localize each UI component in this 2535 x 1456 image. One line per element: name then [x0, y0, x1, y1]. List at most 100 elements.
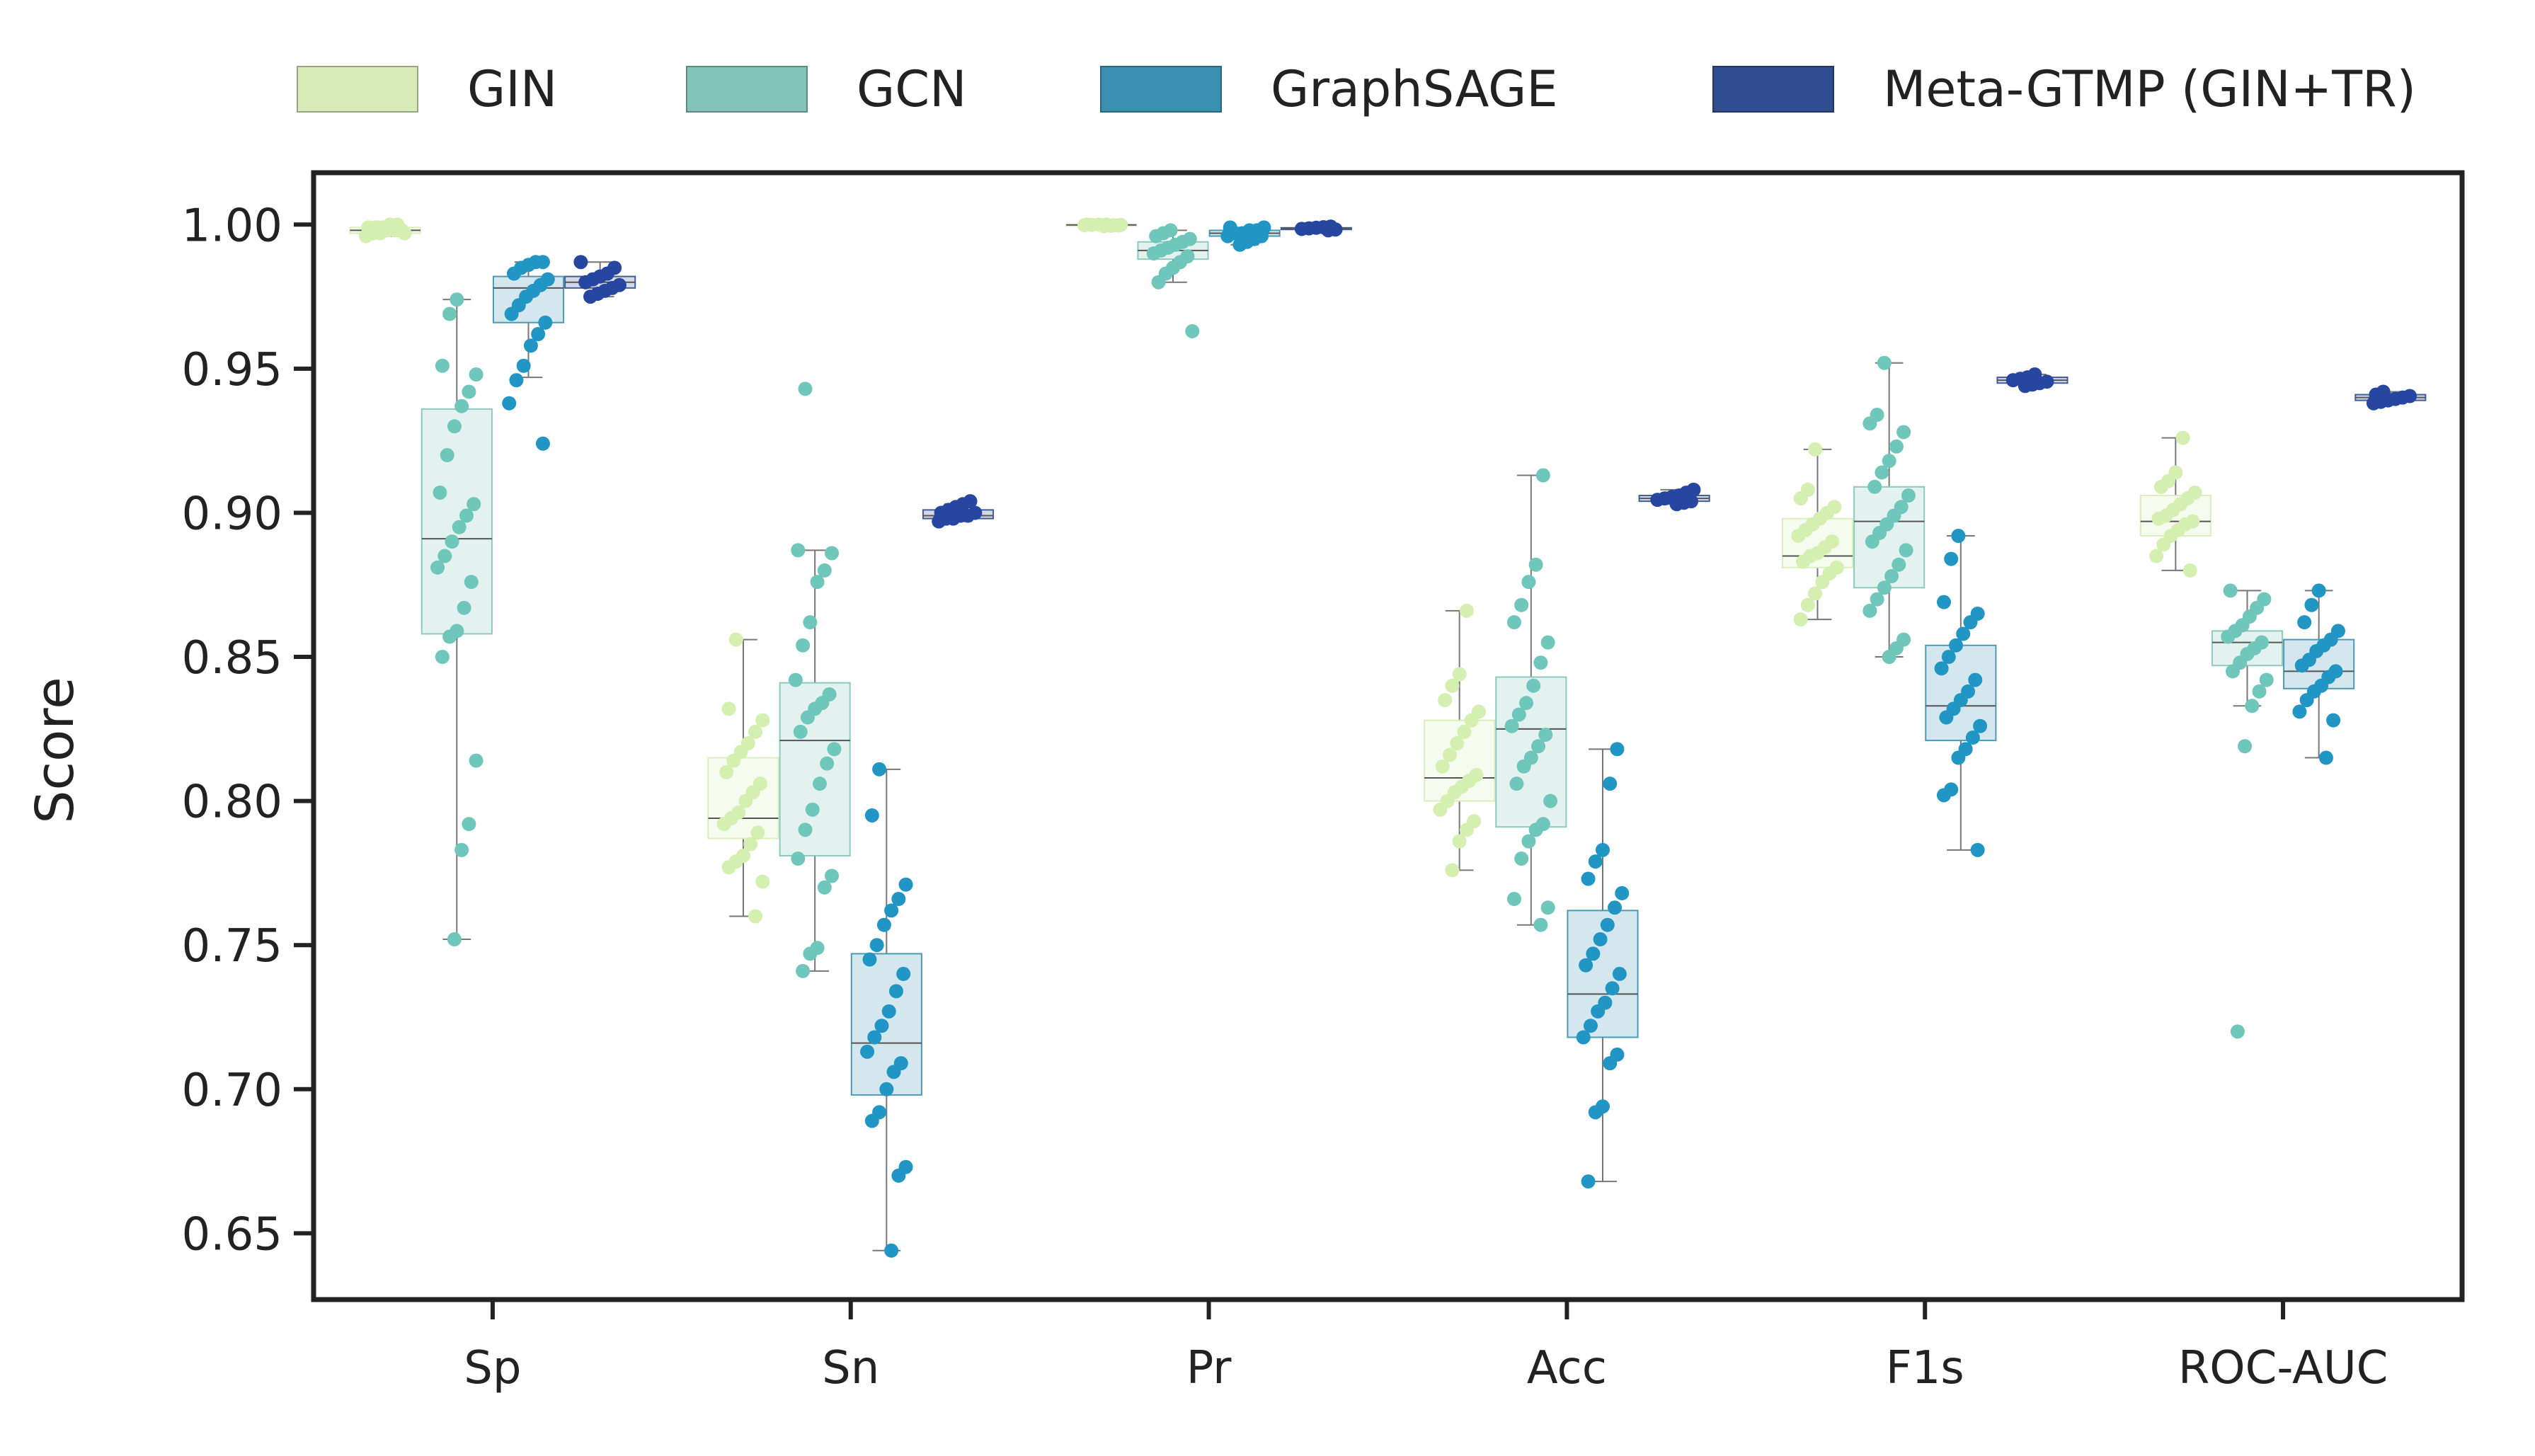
data-point — [2185, 514, 2200, 529]
data-point — [1877, 355, 1892, 370]
data-point — [1896, 425, 1911, 440]
data-point — [1531, 739, 1546, 754]
data-point — [2187, 485, 2202, 500]
y-tick-label: 0.70 — [182, 1065, 283, 1117]
data-point — [2297, 615, 2312, 630]
data-point — [462, 817, 476, 832]
data-point — [535, 436, 550, 451]
data-point — [805, 802, 820, 817]
data-point — [1581, 871, 1596, 886]
data-point — [827, 742, 842, 757]
y-tick-label: 0.85 — [182, 632, 283, 684]
data-point — [2252, 684, 2267, 699]
data-point — [2039, 374, 2054, 389]
data-point — [876, 917, 891, 932]
data-point — [1521, 834, 1536, 849]
legend-swatch — [686, 66, 808, 113]
data-point — [1528, 557, 1543, 572]
data-point — [1936, 595, 1951, 609]
data-point — [1180, 249, 1195, 264]
data-point — [1824, 534, 1839, 549]
plot-frame — [311, 170, 2465, 1302]
data-point — [731, 805, 746, 820]
data-point — [1901, 488, 1916, 503]
data-point — [2168, 465, 2183, 480]
data-point — [1445, 678, 1460, 693]
data-point — [1958, 742, 1973, 757]
data-point — [573, 255, 588, 270]
x-tick-label: ROC-AUC — [2178, 1342, 2388, 1394]
data-point — [516, 358, 531, 373]
data-point — [435, 358, 450, 373]
data-point — [881, 1004, 896, 1019]
plot-area — [349, 217, 2427, 1258]
data-point — [445, 534, 459, 549]
data-point — [1686, 482, 1701, 497]
data-point — [1598, 995, 1613, 1010]
data-point — [1185, 323, 1200, 338]
legend-swatch — [1100, 66, 1222, 113]
data-point — [736, 848, 750, 863]
data-point — [825, 546, 840, 561]
data-point — [1867, 479, 1882, 494]
data-point — [1506, 615, 1521, 630]
data-point — [812, 776, 827, 791]
legend: GIN GCN GraphSAGE Meta-GTMP (GIN+TR) — [297, 60, 2416, 118]
legend-item: Meta-GTMP (GIN+TR) — [1712, 60, 2416, 118]
y-tick-label: 1.00 — [182, 200, 283, 252]
data-point — [1509, 776, 1524, 791]
data-point — [1450, 736, 1465, 751]
y-axis: 0.65 0.70 0.75 0.80 0.85 0.90 0.95 1.00 — [182, 200, 314, 1261]
data-point — [1579, 958, 1593, 973]
data-point — [612, 277, 626, 292]
data-point — [2330, 624, 2345, 638]
data-point — [884, 903, 899, 918]
data-point — [1581, 1174, 1596, 1189]
data-point — [370, 220, 385, 235]
data-point — [454, 842, 469, 857]
data-point — [748, 724, 763, 739]
series-3 — [564, 219, 2427, 529]
data-point — [1114, 217, 1128, 232]
data-point — [798, 822, 813, 837]
data-point — [1535, 817, 1550, 832]
data-point — [1610, 1047, 1625, 1062]
y-tick-label: 0.90 — [182, 488, 283, 540]
data-point — [864, 808, 879, 822]
data-point — [2027, 367, 2042, 382]
data-point — [447, 932, 462, 947]
data-point — [1956, 626, 1971, 641]
data-point — [728, 632, 743, 647]
y-tick-label: 0.65 — [182, 1208, 283, 1261]
data-point — [1457, 724, 1472, 739]
data-point — [1596, 842, 1610, 857]
data-point — [1970, 842, 1985, 857]
data-point — [721, 701, 736, 716]
legend-item: GraphSAGE — [1100, 60, 1558, 118]
data-point — [810, 575, 825, 590]
data-point — [791, 852, 806, 866]
data-point — [1941, 650, 1956, 665]
data-point — [743, 837, 758, 852]
x-tick-label: Sn — [822, 1342, 879, 1394]
data-point — [607, 260, 622, 275]
data-point — [469, 367, 483, 382]
data-point — [888, 984, 903, 999]
legend-swatch — [1712, 66, 1834, 113]
data-point — [1965, 730, 1980, 745]
data-point — [896, 966, 911, 981]
data-point — [1438, 693, 1453, 708]
data-point — [748, 909, 763, 924]
data-point — [1961, 684, 1976, 699]
y-tick-label: 0.95 — [182, 344, 283, 396]
data-point — [1459, 603, 1474, 618]
data-point — [1877, 580, 1892, 595]
data-point — [893, 1056, 908, 1071]
series-2 — [492, 220, 2355, 1258]
data-point — [2149, 549, 2164, 563]
data-point — [1793, 612, 1808, 627]
data-point — [2326, 713, 2341, 728]
data-point — [2254, 635, 2269, 650]
y-tick-label: 0.75 — [182, 920, 283, 973]
data-point — [1808, 586, 1823, 601]
